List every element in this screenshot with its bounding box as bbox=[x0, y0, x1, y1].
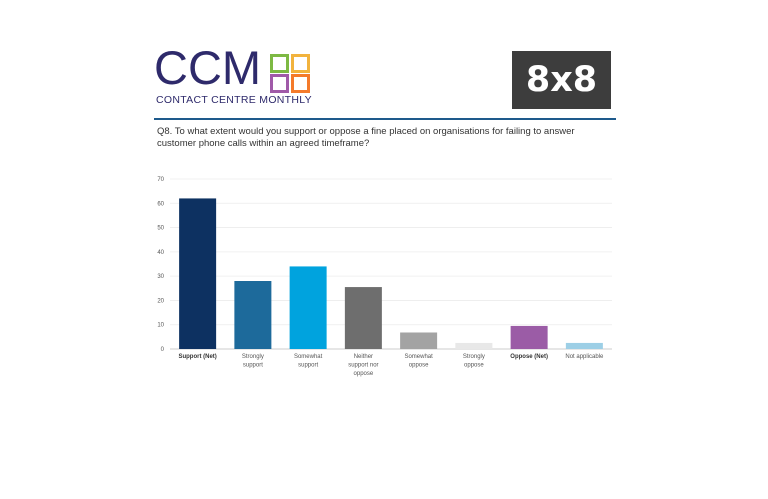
bar bbox=[344, 287, 382, 349]
x-category-label: Strongly bbox=[463, 354, 485, 360]
ccm-logo-text: CCM bbox=[154, 41, 262, 94]
bar bbox=[510, 325, 548, 349]
x-category-label: support bbox=[243, 363, 263, 369]
ccm-logo: CCM CONTACT CENTRE MONTHLY bbox=[154, 44, 314, 108]
x-category-label: Oppose (Net) bbox=[510, 354, 548, 360]
bar bbox=[400, 332, 438, 349]
bar bbox=[455, 342, 493, 349]
x-category-label: Not applicable bbox=[565, 354, 604, 360]
y-tick-label: 50 bbox=[157, 226, 164, 232]
survey-question: Q8. To what extent would you support or … bbox=[157, 126, 575, 149]
bar bbox=[234, 281, 272, 349]
x-category-label: Neither bbox=[354, 354, 373, 360]
chart-bars bbox=[179, 198, 603, 349]
x-category-label: oppose bbox=[409, 363, 429, 369]
x-category-label: Somewhat bbox=[404, 354, 433, 360]
x-category-label: support nor bbox=[348, 363, 378, 369]
ccm-logo-subtitle: CONTACT CENTRE MONTHLY bbox=[156, 94, 312, 106]
x-category-label: oppose bbox=[464, 363, 484, 369]
y-tick-label: 60 bbox=[157, 201, 164, 207]
x-category-label: Strongly bbox=[242, 354, 264, 360]
header-divider bbox=[154, 118, 616, 120]
x-category-label: oppose bbox=[354, 371, 374, 377]
partner-logo-8x8: 8x8 bbox=[512, 51, 611, 109]
x-category-label: support bbox=[298, 363, 318, 369]
bar bbox=[565, 342, 603, 349]
y-tick-label: 40 bbox=[157, 250, 164, 256]
y-tick-label: 70 bbox=[157, 177, 164, 183]
y-tick-label: 10 bbox=[157, 323, 164, 329]
bar bbox=[179, 198, 217, 349]
x-category-label: Support (Net) bbox=[178, 354, 216, 360]
ccm-squares-icon bbox=[270, 54, 310, 93]
bar bbox=[289, 266, 327, 349]
y-tick-label: 0 bbox=[161, 347, 165, 353]
chart-labels: 0 10 20 30 40 50 60 70 Support (Net) Strongly supp… bbox=[157, 177, 604, 377]
y-tick-label: 20 bbox=[157, 298, 164, 304]
x-category-label: Somewhat bbox=[294, 354, 323, 360]
y-tick-label: 30 bbox=[157, 274, 164, 280]
